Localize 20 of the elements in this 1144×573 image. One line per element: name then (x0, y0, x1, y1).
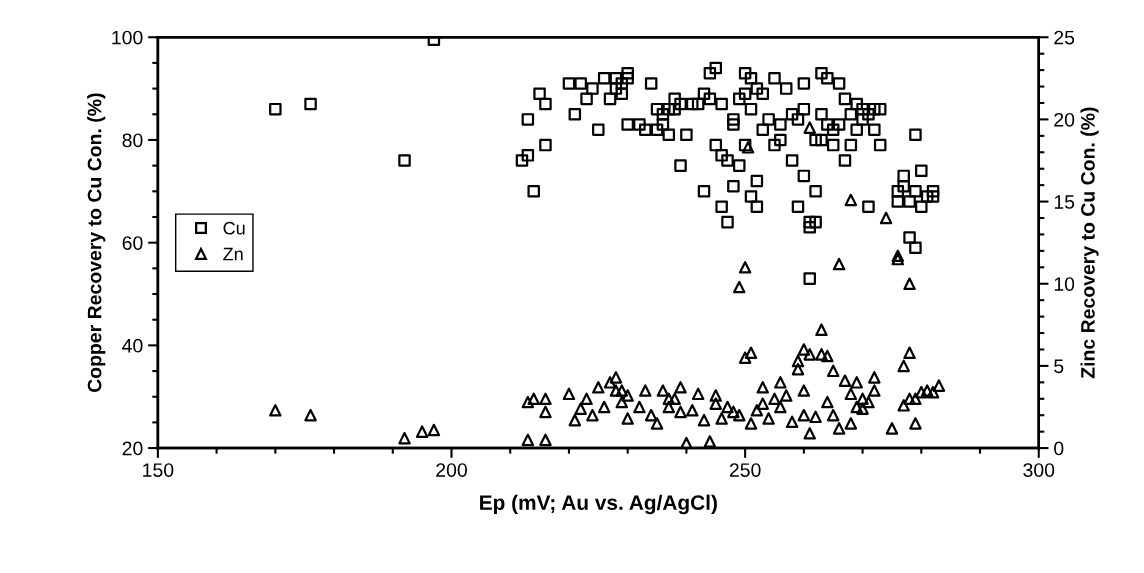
x-tick-label: 150 (143, 463, 174, 477)
y-tick-label: 40 (122, 338, 143, 353)
y2-tick-label: 5 (1054, 359, 1064, 374)
y2-tick-label: 10 (1054, 277, 1075, 291)
legend-label: Cu (223, 221, 245, 235)
y-tick-label: 60 (122, 236, 143, 250)
legend-label: Zn (223, 247, 243, 261)
y-axis-title: Copper Recovery to Cu Con. (%) (87, 93, 106, 393)
y2-axis-title: Zinc Recovery to Cu Con. (%) (1080, 107, 1099, 379)
y-tick-label: 80 (122, 133, 143, 148)
y2-tick-label: 15 (1054, 195, 1075, 209)
x-tick-label: 200 (436, 463, 467, 477)
x-tick-label: 250 (729, 463, 761, 477)
x-tick-label: 300 (1023, 463, 1055, 477)
y-tick-label: 100 (112, 30, 143, 45)
y2-tick-label: 20 (1054, 112, 1075, 127)
y2-tick-label: 25 (1054, 30, 1075, 45)
y-tick-label: 20 (122, 441, 143, 456)
x-axis-title: Ep (mV; Au vs. Ag/AgCl) (480, 494, 717, 515)
y2-tick-label: 0 (1054, 441, 1064, 456)
